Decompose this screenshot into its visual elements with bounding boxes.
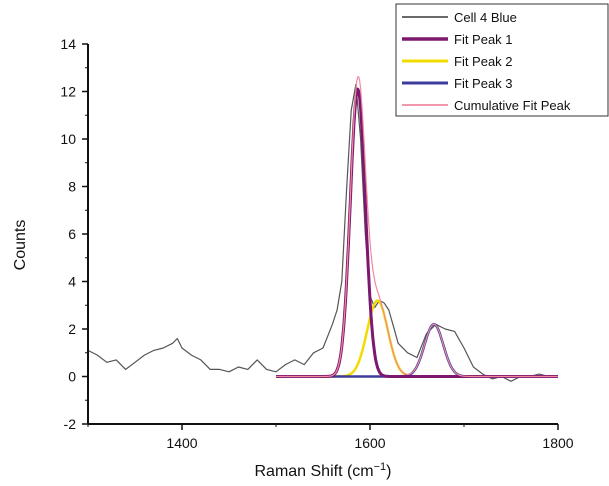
x-tick-label: 1600: [354, 435, 385, 451]
x-axis-title-close: ): [386, 463, 391, 480]
series-line-cumulative-fit-peak: [276, 76, 558, 378]
x-axis-title-superscript: −1: [374, 461, 387, 473]
x-axis-title-main: Raman Shift (cm: [254, 463, 373, 480]
y-tick-label: 8: [68, 179, 76, 195]
series-line-cell-4-blue: [87, 83, 558, 382]
y-tick-label: 10: [60, 131, 76, 147]
x-tick-label: 1800: [542, 435, 573, 451]
legend-label: Cell 4 Blue: [454, 10, 517, 25]
y-tick-label: 4: [68, 274, 76, 290]
y-tick-label: -2: [64, 416, 77, 432]
y-tick-label: 2: [68, 321, 76, 337]
x-axis-title: Raman Shift (cm−1): [254, 461, 391, 480]
y-tick-label: 14: [60, 36, 76, 52]
legend-label: Cumulative Fit Peak: [454, 98, 571, 113]
y-tick-label: 12: [60, 84, 76, 100]
series-line-fit-peak-1: [275, 87, 559, 378]
legend: Cell 4 Blue Fit Peak 1 Fit Peak 2 Fit Peak …: [395, 3, 609, 117]
y-tick-label: 6: [68, 226, 76, 242]
legend-label: Fit Peak 3: [454, 76, 513, 91]
y-axis-title: Counts: [12, 220, 29, 271]
x-tick-label: 1400: [166, 435, 197, 451]
legend-label: Fit Peak 2: [454, 54, 513, 69]
legend-label: Fit Peak 1: [454, 32, 513, 47]
y-tick-label: 0: [68, 369, 76, 385]
plot-area: [87, 76, 559, 382]
ticks: -2 0 2 4 6 8 10 12 14 1400 1600 1800: [60, 36, 573, 451]
